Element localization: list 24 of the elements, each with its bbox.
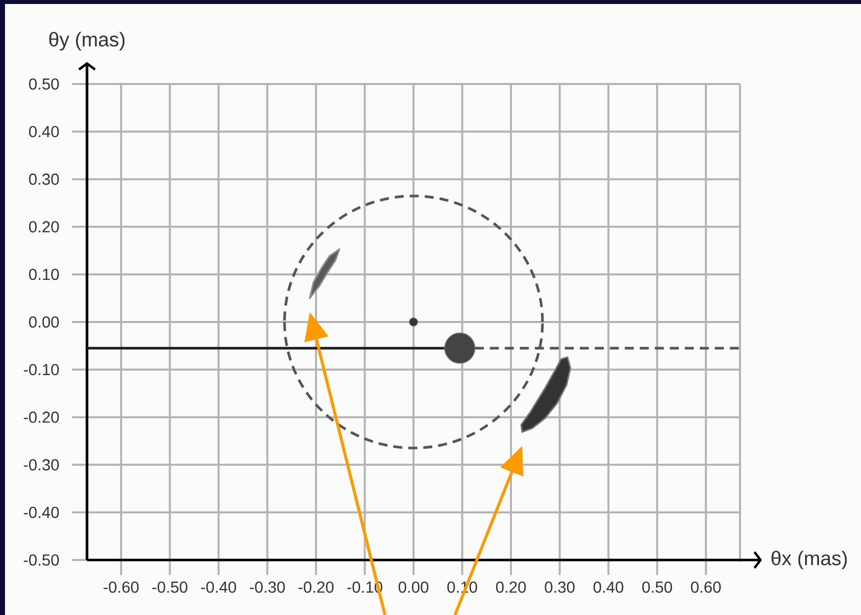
y-tick-label: -0.30 (24, 459, 59, 470)
y-tick-label: -0.40 (24, 506, 59, 518)
x-tick-label: -0.30 (250, 582, 285, 593)
y-tick-label: -0.20 (24, 412, 59, 423)
y-tick-label: 0.50 (29, 78, 59, 90)
x-tick-label: -0.60 (104, 582, 139, 593)
x-tick-label: 0.20 (496, 582, 526, 593)
y-tick-label: 0.20 (29, 221, 59, 232)
y-tick-label: 0.30 (29, 174, 59, 185)
x-tick-label: 0.00 (398, 582, 428, 593)
y-axis-title: θy (mas) (49, 32, 124, 50)
x-tick-label: -0.50 (152, 582, 188, 593)
x-tick-label: 0.60 (691, 582, 721, 593)
x-tick-label: 0.50 (642, 582, 672, 593)
y-tick-label: 0.10 (29, 268, 59, 280)
x-tick-label: 0.40 (594, 582, 624, 593)
y-tick-label: 0.00 (29, 316, 59, 328)
y-tick-label: -0.10 (24, 364, 59, 376)
x-axis-title: θx (mas) (772, 550, 847, 570)
y-tick-label: 0.40 (29, 126, 59, 138)
x-tick-label: -0.40 (201, 582, 236, 593)
x-tick-label: -0.20 (298, 582, 334, 593)
x-tick-label: 0.30 (544, 582, 575, 593)
y-tick-label: -0.50 (24, 554, 59, 566)
